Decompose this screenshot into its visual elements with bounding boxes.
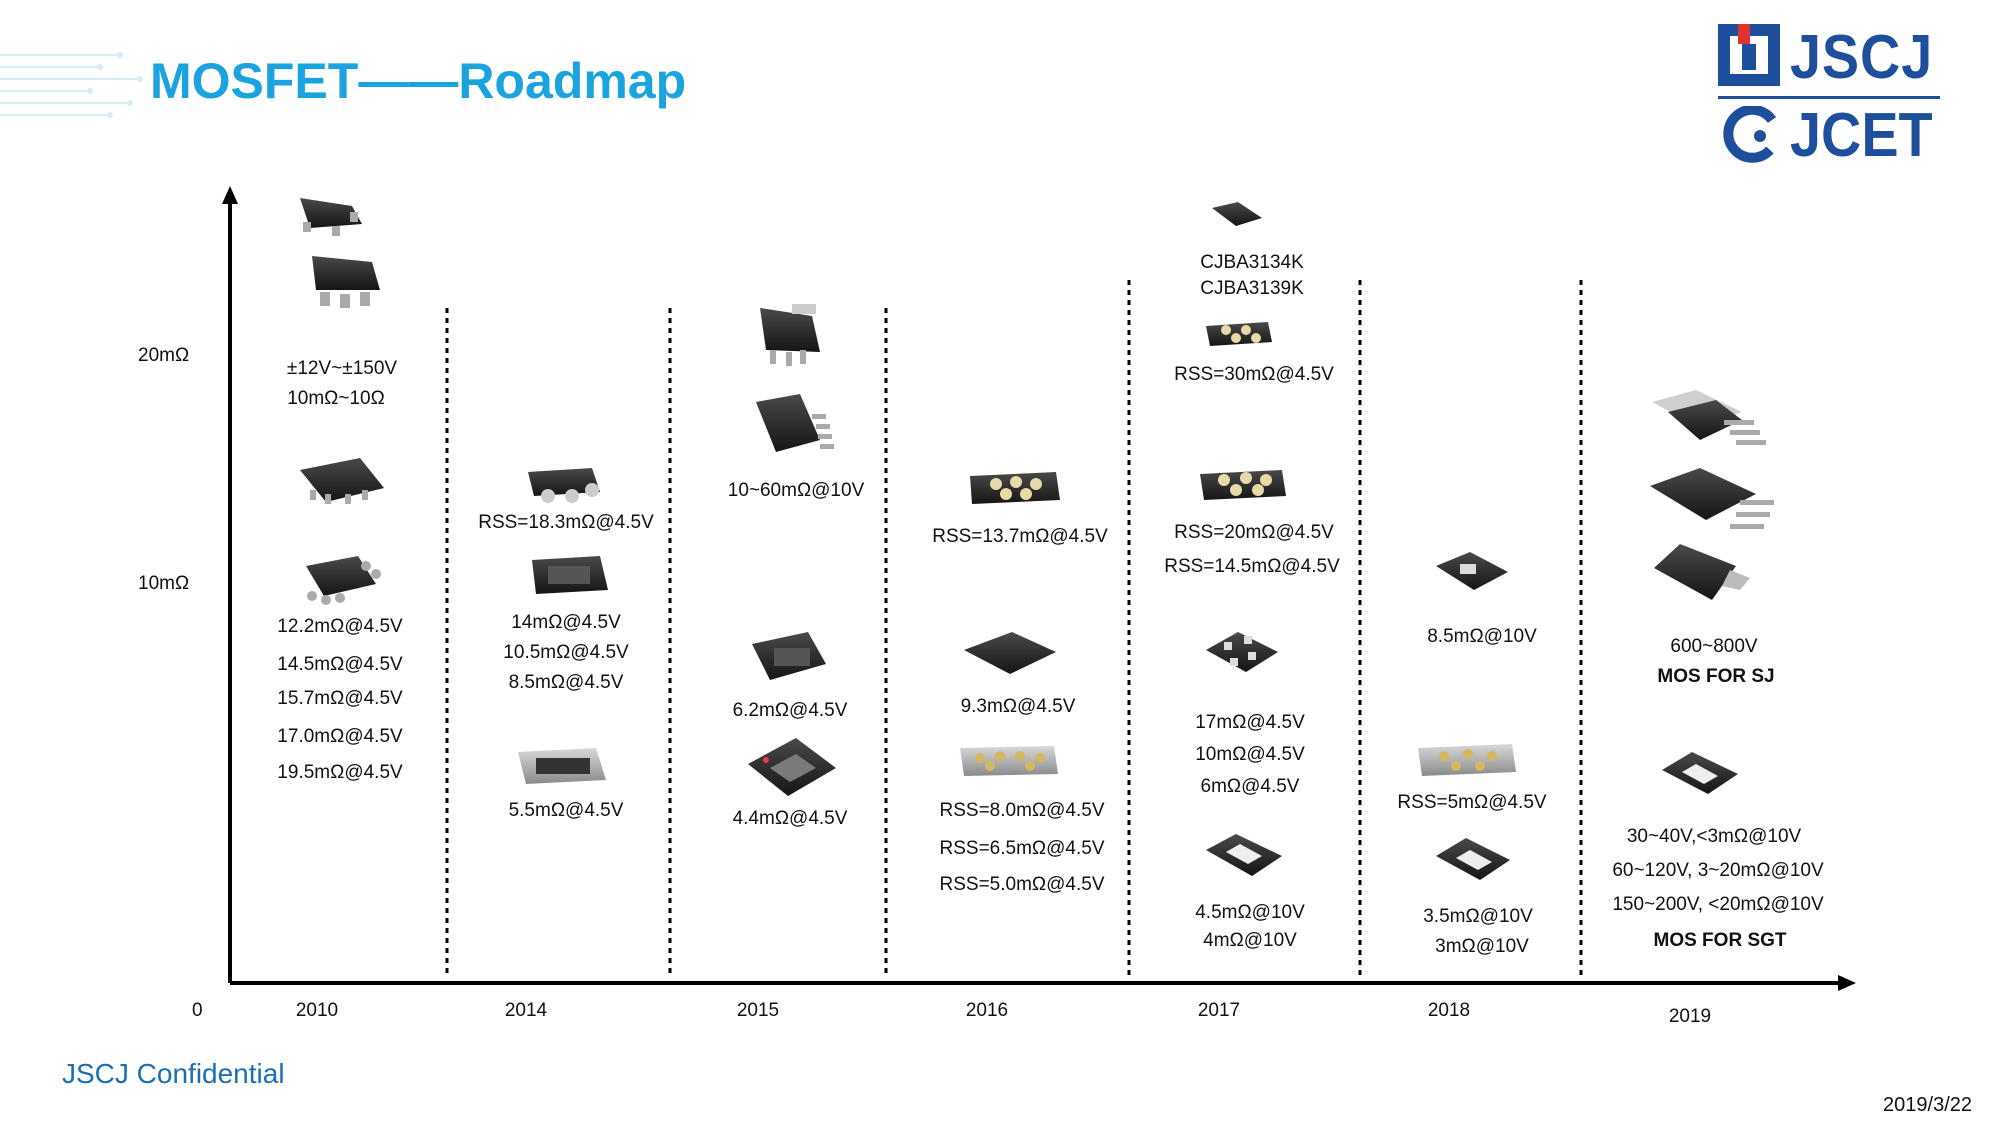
resistance-range: 10mΩ~10Ω	[287, 388, 385, 409]
spec-text: 4.4mΩ@4.5V	[732, 808, 848, 829]
csp-package-icon	[1200, 470, 1286, 500]
spec-text: 4.5mΩ@10V	[1195, 902, 1305, 923]
logo-jscj-text: JSCJ	[1790, 23, 1934, 92]
spec-text: 15.7mΩ@4.5V	[277, 688, 403, 709]
rss-text: RSS=30mΩ@4.5V	[1174, 364, 1334, 385]
to263-package-icon	[1654, 544, 1750, 600]
rss-text: RSS=13.7mΩ@4.5V	[932, 526, 1108, 547]
sop8-power-package-icon	[756, 394, 834, 452]
part-number: CJBA3139K	[1200, 278, 1304, 299]
spec-text: 10.5mΩ@4.5V	[503, 642, 629, 663]
category-label: MOS FOR SGT	[1653, 930, 1787, 951]
spec-text: 4mΩ@10V	[1203, 930, 1297, 951]
rss-text: RSS=5mΩ@4.5V	[1397, 792, 1547, 813]
spec-text: 6.2mΩ@4.5V	[732, 700, 848, 721]
spec-text: 14mΩ@4.5V	[511, 612, 621, 633]
rss-text: RSS=18.3mΩ@4.5V	[478, 512, 654, 533]
spec-text: 30~40V,<3mΩ@10V	[1626, 826, 1802, 847]
page-title: MOSFET——Roadmap	[150, 53, 687, 109]
qfn-package-icon	[748, 738, 836, 796]
sot363-package-icon	[306, 556, 381, 605]
y-tick-0: 0	[192, 1000, 203, 1021]
year-label: 2010	[295, 1000, 339, 1021]
spec-text: 3mΩ@10V	[1435, 936, 1529, 957]
spec-text: 17.0mΩ@4.5V	[277, 726, 403, 747]
spec-text: 5.5mΩ@4.5V	[508, 800, 624, 821]
spec-text: 12.2mΩ@4.5V	[277, 616, 403, 637]
year-label: 2018	[1427, 1000, 1471, 1021]
spec-text: 8.5mΩ@10V	[1427, 626, 1537, 647]
spec-text: 6mΩ@4.5V	[1200, 776, 1300, 797]
spec-text: 8.5mΩ@4.5V	[508, 672, 624, 693]
to247-package-icon	[1650, 468, 1774, 529]
year-label: 2014	[504, 1000, 548, 1021]
jcet-swoosh-icon	[1723, 106, 1777, 163]
dfn-package-icon	[532, 556, 608, 594]
confidential-footer: JSCJ Confidential	[62, 1058, 285, 1089]
dfn5x6-package-icon	[1206, 834, 1282, 876]
dfn-small-package-icon	[1212, 202, 1262, 226]
csp-small-package-icon	[1206, 322, 1272, 346]
dfn-large-package-icon	[964, 632, 1056, 674]
dfn-package-icon	[1436, 552, 1508, 590]
spec-text: 17mΩ@4.5V	[1195, 712, 1305, 733]
sot89-package-icon	[312, 256, 380, 308]
bga-package-icon	[528, 468, 600, 503]
rss-text: RSS=8.0mΩ@4.5V	[939, 800, 1105, 821]
csp-grey-package-icon	[960, 746, 1058, 776]
year-label: 2019	[1668, 1006, 1712, 1027]
slide-date: 2019/3/22	[1883, 1094, 1972, 1116]
year-label: 2017	[1197, 1000, 1241, 1021]
spec-text: 10~60mΩ@10V	[727, 480, 865, 501]
logo-jcet-text: JCET	[1790, 101, 1933, 170]
spec-text: 14.5mΩ@4.5V	[277, 654, 403, 675]
to220-package-icon	[1652, 390, 1766, 445]
sot23-package-icon	[300, 198, 362, 236]
circuit-decoration	[0, 52, 143, 118]
part-number: CJBA3134K	[1200, 252, 1304, 273]
dfn-grey-package-icon	[518, 748, 606, 784]
rss-text: RSS=6.5mΩ@4.5V	[939, 838, 1105, 859]
csp-grey-package-icon	[970, 472, 1060, 504]
spec-text: 150~200V, <20mΩ@10V	[1612, 894, 1824, 915]
year-label: 2016	[965, 1000, 1009, 1021]
spec-text: 9.3mΩ@4.5V	[960, 696, 1076, 717]
dfn5x6-package-icon	[1436, 838, 1510, 880]
logo-divider	[1718, 96, 1940, 99]
y-tick-10: 10mΩ	[138, 573, 190, 594]
dfn-multi-pad-package-icon	[1206, 632, 1278, 672]
spec-text: 600~800V	[1670, 636, 1758, 657]
spec-text: 10mΩ@4.5V	[1195, 744, 1305, 765]
category-label: MOS FOR SJ	[1657, 666, 1775, 687]
csp-grey-package-icon	[1418, 744, 1516, 776]
sop8-package-icon	[300, 458, 384, 504]
rss-text: RSS=14.5mΩ@4.5V	[1164, 556, 1340, 577]
dfn-package-icon	[752, 632, 826, 680]
spec-text: 3.5mΩ@10V	[1423, 906, 1533, 927]
sot223-package-icon	[760, 304, 820, 366]
voltage-range: ±12V~±150V	[286, 358, 398, 379]
rss-text: RSS=5.0mΩ@4.5V	[939, 874, 1105, 895]
spec-text: 19.5mΩ@4.5V	[277, 762, 403, 783]
spec-text: 60~120V, 3~20mΩ@10V	[1612, 860, 1824, 881]
y-tick-20: 20mΩ	[138, 345, 190, 366]
jscj-logo-icon	[1718, 24, 1780, 86]
rss-text: RSS=20mΩ@4.5V	[1174, 522, 1334, 543]
dfn5x6-package-icon	[1662, 752, 1738, 794]
year-label: 2015	[736, 1000, 780, 1021]
